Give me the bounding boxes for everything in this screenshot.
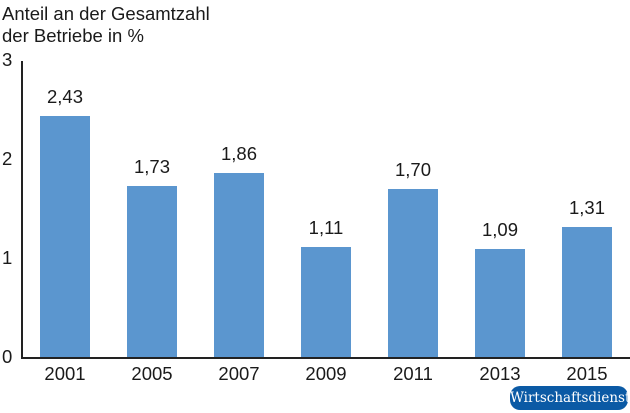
value-label-2011: 1,70 bbox=[394, 158, 431, 180]
value-label-2015: 1,31 bbox=[568, 197, 605, 219]
chart-title-line-1: Anteil an der Gesamtzahl bbox=[2, 3, 210, 24]
y-tick-3: 3 bbox=[2, 49, 13, 70]
y-tick-2: 2 bbox=[2, 148, 13, 169]
bar-2013 bbox=[475, 249, 525, 357]
value-label-2013: 1,09 bbox=[481, 219, 518, 241]
bar-2007 bbox=[214, 172, 264, 357]
x-label-2009: 2009 bbox=[305, 363, 347, 384]
y-tick-0: 0 bbox=[2, 346, 13, 367]
value-label-2005: 1,73 bbox=[133, 155, 170, 177]
y-tick-1: 1 bbox=[2, 247, 13, 268]
x-label-2011: 2011 bbox=[393, 363, 433, 384]
bar-2009 bbox=[301, 247, 351, 357]
value-label-2009: 1,11 bbox=[308, 217, 344, 239]
x-label-2005: 2005 bbox=[131, 363, 173, 384]
bar-2015 bbox=[562, 227, 612, 357]
x-label-2001: 2001 bbox=[44, 363, 86, 384]
x-label-2013: 2013 bbox=[479, 363, 521, 384]
x-label-2007: 2007 bbox=[218, 363, 260, 384]
value-label-2007: 1,86 bbox=[220, 142, 257, 164]
bar-2005 bbox=[127, 185, 177, 357]
x-label-2015: 2015 bbox=[566, 363, 608, 384]
bar-2011 bbox=[388, 188, 438, 357]
source-badge: Wirtschaftsdienst bbox=[510, 386, 630, 410]
chart-title: Anteil an der Gesamtzahl der Betriebe in… bbox=[2, 3, 210, 47]
chart-title-line-2: der Betriebe in % bbox=[2, 25, 144, 46]
y-axis bbox=[21, 61, 23, 358]
x-axis bbox=[21, 357, 630, 359]
bar-2001 bbox=[40, 116, 90, 357]
value-label-2001: 2,43 bbox=[46, 86, 83, 108]
